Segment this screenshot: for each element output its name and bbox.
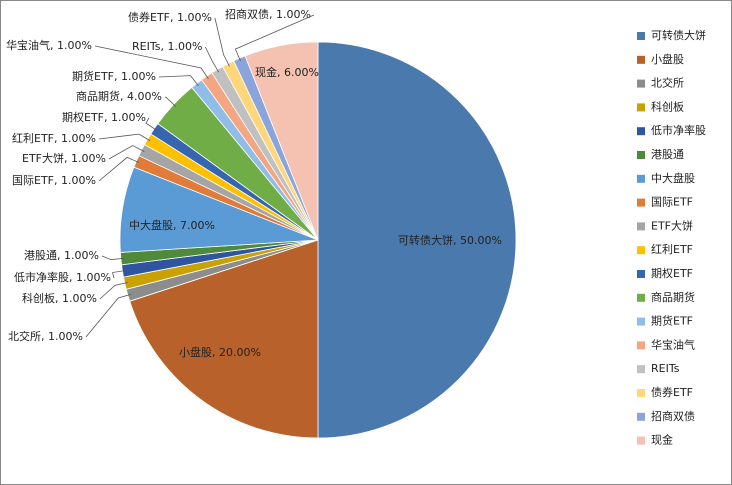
legend-swatch (637, 32, 645, 40)
leader-line (98, 156, 140, 182)
legend-label: 期权ETF (651, 267, 693, 280)
pie-slice (129, 239, 319, 439)
data-label: 商品期货, 4.00% (76, 89, 162, 103)
data-label: REITs, 1.00% (132, 40, 202, 53)
data-label: 小盘股, 20.00% (179, 345, 261, 359)
data-label: ETF大饼, 1.00% (22, 151, 106, 165)
legend-label: 现金 (651, 433, 673, 447)
data-label: 债券ETF, 1.00% (128, 10, 212, 24)
legend-swatch (637, 55, 645, 64)
leader-line (205, 46, 220, 73)
legend-label: 期货ETF (651, 314, 693, 328)
legend-swatch (637, 317, 645, 326)
leader-line (99, 282, 128, 300)
legend-label: 华宝油气 (651, 337, 695, 351)
data-label: 期权ETF, 1.00% (62, 111, 146, 124)
leader-line (108, 145, 145, 160)
legend-label: 可转债大饼 (651, 28, 706, 42)
data-label: 可转债大饼, 50.00% (398, 233, 502, 247)
legend-label: 港股通 (651, 148, 684, 161)
leader-line (164, 96, 177, 107)
pie-slice (317, 41, 517, 439)
legend-label: 低市净率股 (651, 123, 706, 137)
leader-line (234, 14, 315, 62)
data-label: 招商双债, 1.00% (225, 7, 311, 21)
leader-line (98, 133, 151, 142)
legend-swatch (637, 151, 645, 159)
legend-swatch (637, 270, 645, 278)
data-label: 北交所, 1.00% (8, 329, 83, 343)
legend-label: 债券ETF (651, 385, 693, 399)
data-label: 期货ETF, 1.00% (72, 69, 156, 83)
legend-swatch (637, 246, 645, 255)
legend-swatch (637, 389, 645, 397)
leader-line (214, 17, 230, 67)
data-label: 现金, 6.00% (255, 65, 319, 79)
legend-swatch (637, 174, 645, 183)
data-label: 华宝油气, 1.00% (6, 38, 92, 52)
legend-label: REITs (651, 362, 680, 375)
legend-label: 科创板 (651, 99, 684, 113)
legend-swatch (637, 293, 645, 302)
legend-swatch (637, 79, 645, 88)
leader-line (94, 45, 209, 79)
legend-label: 小盘股 (651, 52, 684, 66)
pie-slice (244, 41, 319, 241)
legend-swatch (637, 127, 645, 136)
legend-label: ETF大饼 (651, 218, 693, 232)
data-label: 科创板, 1.00% (22, 291, 97, 305)
legend-swatch (637, 222, 645, 231)
data-label: 中大盘股, 7.00% (129, 218, 215, 232)
data-label: 港股通, 1.00% (24, 249, 99, 262)
leader-line (85, 294, 131, 338)
leader-line (112, 270, 126, 279)
data-label: 低市净率股, 1.00% (14, 270, 111, 284)
legend-label: 北交所 (651, 76, 684, 90)
legend-swatch (637, 365, 645, 374)
legend-label: 中大盘股 (651, 171, 695, 185)
legend-label: 红利ETF (651, 243, 693, 256)
legend-swatch (637, 436, 645, 445)
legend-swatch (637, 412, 645, 421)
legend-label: 招商双债 (651, 409, 695, 423)
data-label: 国际ETF, 1.00% (12, 174, 96, 187)
legend-swatch (637, 103, 645, 112)
legend-swatch (637, 341, 645, 350)
legend-label: 国际ETF (651, 196, 693, 209)
leader-line (145, 117, 157, 131)
leader-line (158, 75, 199, 87)
legend-label: 商品期货 (651, 290, 695, 304)
legend-swatch (637, 198, 645, 207)
data-label: 红利ETF, 1.00% (12, 132, 96, 145)
leader-line (101, 255, 124, 260)
